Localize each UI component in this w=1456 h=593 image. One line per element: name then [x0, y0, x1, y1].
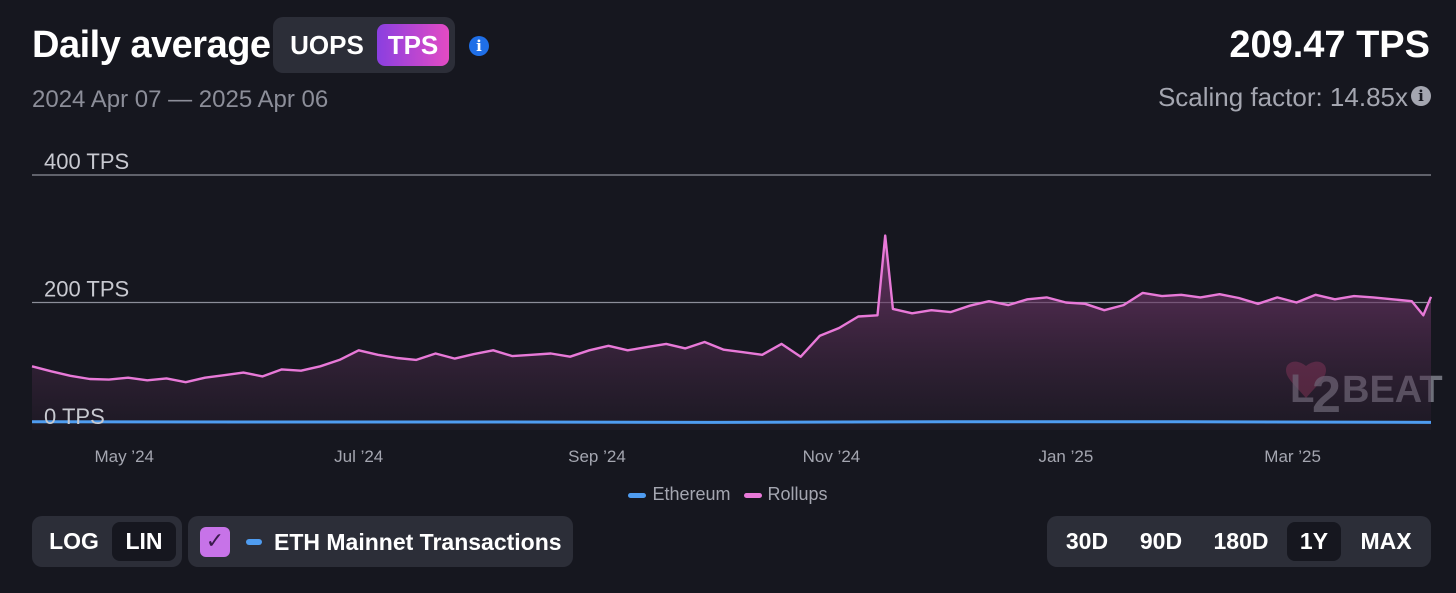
- metric-toggle[interactable]: UOPS TPS: [273, 17, 455, 73]
- log-button[interactable]: LOG: [49, 528, 99, 554]
- y-tick-label: 400 TPS: [44, 149, 129, 174]
- scaling-info-icon[interactable]: i: [1411, 86, 1431, 106]
- y-tick-label: 0 TPS: [44, 404, 105, 429]
- eth-mainnet-label: ETH Mainnet Transactions: [274, 529, 562, 555]
- legend-rollups: Rollups: [743, 484, 828, 505]
- x-tick-label: May ’24: [94, 447, 154, 466]
- date-range: 2024 Apr 07 — 2025 Apr 06: [32, 86, 329, 113]
- info-icon[interactable]: i: [469, 36, 489, 56]
- tps-button[interactable]: TPS: [377, 24, 449, 66]
- rollups-line: [31, 234, 1433, 384]
- lin-button[interactable]: LIN: [112, 522, 176, 561]
- rollups-area: [32, 235, 1431, 430]
- legend-ethereum: Ethereum: [628, 484, 731, 505]
- eth-mainnet-toggle[interactable]: ✓ ETH Mainnet Transactions: [188, 516, 573, 567]
- x-tick-label: Jan ’25: [1038, 447, 1093, 466]
- range-30d-button[interactable]: 30D: [1065, 528, 1109, 554]
- y-tick-label: 200 TPS: [44, 277, 129, 302]
- range-90d-button[interactable]: 90D: [1139, 528, 1183, 554]
- range-180d-button[interactable]: 180D: [1213, 528, 1269, 554]
- range-selector[interactable]: 30D 90D 180D 1Y MAX: [1047, 516, 1431, 567]
- ethereum-swatch: [246, 539, 262, 545]
- chart-legend: Ethereum Rollups: [0, 484, 1456, 505]
- range-max-button[interactable]: MAX: [1360, 528, 1412, 554]
- x-tick-label: Mar ’25: [1264, 447, 1321, 466]
- scale-toggle[interactable]: LOG LIN: [32, 516, 182, 567]
- grid-lines: [32, 174, 1431, 304]
- x-tick-label: Nov ’24: [803, 447, 861, 466]
- x-tick-label: Sep ’24: [568, 447, 626, 466]
- scaling-factor: Scaling factor: 14.85x: [1157, 82, 1408, 112]
- uops-button[interactable]: UOPS: [290, 30, 364, 60]
- current-value: 209.47 TPS: [1229, 24, 1430, 66]
- range-1y-button[interactable]: 1Y: [1287, 522, 1341, 561]
- legend-ethereum-label: Ethereum: [652, 484, 731, 504]
- x-tick-label: Jul ’24: [334, 447, 383, 466]
- legend-rollups-label: Rollups: [767, 484, 828, 504]
- ethereum-line: [31, 420, 1432, 424]
- chart-title: Daily average: [32, 24, 271, 66]
- checkbox-check-icon[interactable]: ✓: [200, 527, 230, 557]
